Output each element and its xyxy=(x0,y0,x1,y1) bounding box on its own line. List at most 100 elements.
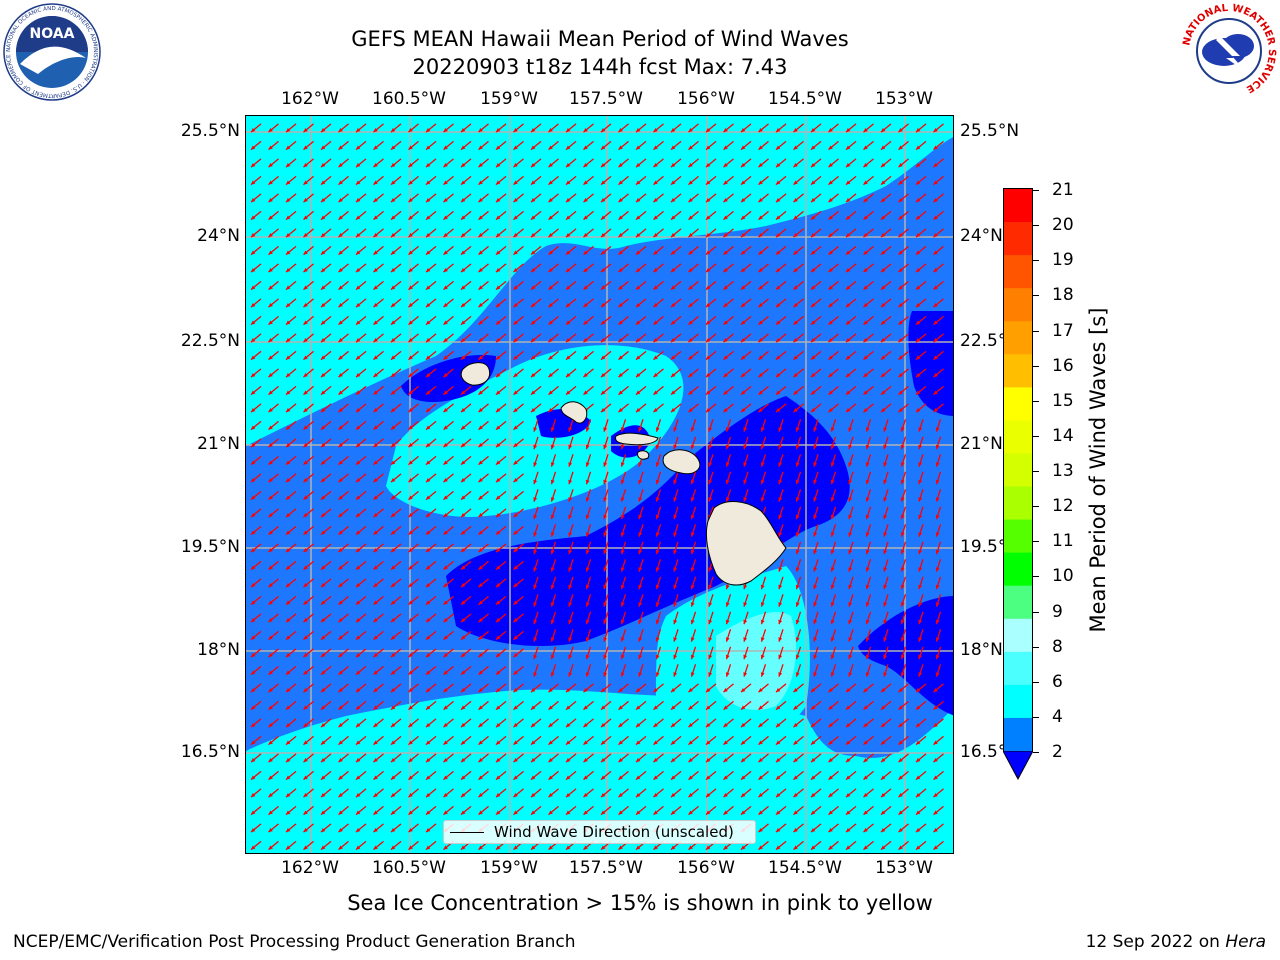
wind-arrow xyxy=(898,700,909,711)
wind-arrow xyxy=(495,263,507,273)
wind-arrow xyxy=(635,350,647,361)
wind-arrow xyxy=(778,471,784,485)
wind-arrow xyxy=(513,595,524,606)
wind-arrow xyxy=(478,543,489,553)
wind-arrow xyxy=(548,158,559,168)
wind-arrow xyxy=(635,788,647,798)
wind-arrow xyxy=(495,403,507,413)
wind-arrow xyxy=(600,210,612,221)
wind-arrow xyxy=(775,140,787,151)
wind-arrow xyxy=(443,665,454,676)
footer-date: 12 Sep 2022 on Hera xyxy=(1086,932,1266,952)
wind-arrow xyxy=(603,629,609,642)
caption: Sea Ice Concentration > 15% is shown in … xyxy=(347,891,933,915)
wind-arrow xyxy=(303,683,314,693)
wind-arrow xyxy=(673,664,679,677)
wind-arrow xyxy=(653,700,664,711)
wind-arrow xyxy=(655,419,662,432)
wind-arrow xyxy=(460,508,472,518)
wind-arrow xyxy=(635,333,647,343)
wind-arrow xyxy=(250,455,262,466)
wind-arrow xyxy=(863,245,874,256)
wind-arrow xyxy=(390,385,402,396)
wind-arrow xyxy=(828,228,839,238)
wind-arrow xyxy=(810,683,822,693)
wind-arrow xyxy=(635,683,647,693)
wind-arrow xyxy=(880,280,892,291)
wind-arrow xyxy=(355,438,367,448)
wind-arrow xyxy=(600,193,612,203)
wind-arrow xyxy=(460,473,472,483)
wind-arrow xyxy=(585,436,592,450)
wind-arrow xyxy=(268,193,279,203)
wind-arrow xyxy=(848,436,854,450)
wind-arrow xyxy=(863,403,874,413)
colorbar-segment xyxy=(1004,585,1032,620)
wind-arrow xyxy=(250,700,262,711)
wind-arrow xyxy=(425,630,437,641)
wind-arrow xyxy=(900,629,907,642)
wind-arrow xyxy=(830,594,837,607)
wind-arrow xyxy=(708,611,714,625)
wind-arrow xyxy=(460,158,472,168)
wind-arrow xyxy=(670,298,682,308)
wind-arrow xyxy=(933,403,944,413)
wind-arrow xyxy=(285,613,297,623)
wind-arrow xyxy=(495,438,507,448)
wind-arrow xyxy=(775,158,787,168)
wind-arrow xyxy=(635,718,647,728)
wind-arrow xyxy=(268,455,279,466)
colorbar-under-arrow xyxy=(1003,751,1033,781)
wind-arrow xyxy=(690,506,697,520)
wind-arrow xyxy=(793,193,804,203)
wind-arrow xyxy=(568,419,574,432)
wind-arrow xyxy=(268,613,279,623)
wind-arrow xyxy=(635,263,647,273)
map-panel[interactable] xyxy=(245,115,954,854)
wind-arrow xyxy=(670,718,682,728)
wind-arrow xyxy=(585,594,592,607)
wind-arrow xyxy=(620,559,627,572)
wind-arrow xyxy=(250,280,262,291)
wind-arrow xyxy=(268,438,279,448)
wind-arrow xyxy=(900,541,907,555)
wind-arrow xyxy=(740,805,752,816)
wind-arrow xyxy=(408,350,419,361)
wind-arrow xyxy=(915,403,927,413)
wind-arrow xyxy=(810,753,822,763)
wind-arrow xyxy=(533,454,539,467)
wind-arrow xyxy=(355,735,367,746)
wind-arrow xyxy=(653,368,664,378)
wind-arrow xyxy=(320,683,332,693)
wind-arrow xyxy=(513,123,524,133)
wind-arrow xyxy=(740,280,752,291)
wind-arrow xyxy=(935,419,942,432)
wind-arrow xyxy=(655,629,662,642)
wind-arrow xyxy=(900,524,907,537)
wind-arrow xyxy=(635,753,647,763)
wind-arrow xyxy=(408,630,419,641)
wind-arrow xyxy=(880,700,892,711)
colorbar-tick-label: 19 xyxy=(1052,250,1074,271)
wind-arrow xyxy=(795,576,802,590)
wind-arrow xyxy=(918,541,924,555)
wind-arrow xyxy=(845,333,857,343)
wind-arrow xyxy=(478,210,489,221)
wind-arrow xyxy=(638,646,644,660)
wind-arrow xyxy=(513,770,524,781)
wind-arrow xyxy=(603,541,609,555)
wind-arrow xyxy=(355,770,367,781)
wind-arrow xyxy=(268,420,279,431)
wind-arrow xyxy=(600,385,612,396)
wind-arrow xyxy=(548,210,559,221)
wind-arrow xyxy=(565,333,577,343)
wind-arrow xyxy=(583,245,594,256)
wind-arrow xyxy=(338,298,349,308)
colorbar-tick-mark xyxy=(1033,541,1039,543)
wind-arrow xyxy=(460,648,472,658)
wind-arrow xyxy=(408,438,419,448)
wind-arrow xyxy=(460,123,472,133)
wind-arrow xyxy=(758,193,769,203)
wind-arrow xyxy=(373,455,384,466)
wind-arrow xyxy=(355,140,367,151)
